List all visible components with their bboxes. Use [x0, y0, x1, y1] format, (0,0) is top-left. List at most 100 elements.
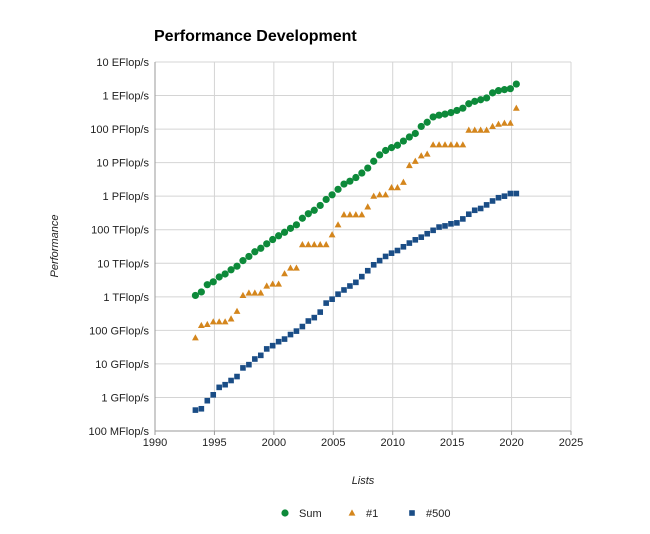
data-point-sum: [203, 281, 211, 289]
data-point-sum: [304, 210, 312, 218]
data-point-1: [281, 270, 288, 277]
legend-label-1: #1: [366, 508, 378, 520]
data-point-500: [257, 352, 264, 359]
data-point-sum: [221, 270, 229, 278]
data-point-1: [447, 141, 455, 148]
data-points: [191, 80, 520, 413]
data-point-1: [400, 178, 407, 185]
data-point-sum: [435, 111, 443, 119]
data-point-sum: [459, 104, 467, 112]
data-point-500: [388, 250, 395, 256]
x-tick-label: 2010: [380, 437, 404, 449]
y-tick-label: 1 TFlop/s: [103, 292, 149, 304]
data-point-500: [400, 243, 407, 250]
data-point-1: [465, 126, 473, 133]
y-axis-label: Performance: [49, 215, 61, 278]
data-point-sum: [346, 177, 354, 185]
data-point-1: [251, 289, 259, 296]
data-point-sum: [381, 146, 390, 155]
data-point-500: [341, 287, 347, 293]
data-point-1: [310, 241, 318, 248]
series-500: [192, 190, 520, 413]
data-point-sum: [227, 266, 235, 274]
data-point-sum: [429, 113, 437, 121]
data-point-500: [317, 309, 324, 315]
data-point-500: [483, 202, 490, 208]
data-point-sum: [494, 87, 503, 95]
data-point-500: [263, 346, 270, 352]
data-point-500: [222, 381, 228, 388]
data-point-500: [204, 397, 211, 404]
data-point-1: [370, 192, 378, 199]
data-point-500: [489, 198, 496, 204]
data-point-1: [275, 280, 283, 287]
data-point-500: [240, 365, 246, 371]
data-point-sum: [488, 89, 497, 97]
data-point-1: [263, 282, 271, 289]
data-point-sum: [453, 106, 461, 115]
data-point-sum: [387, 144, 396, 152]
data-point-1: [197, 321, 205, 329]
data-point-500: [418, 234, 425, 240]
axes: [154, 62, 572, 435]
data-point-500: [370, 262, 377, 268]
data-point-500: [507, 190, 514, 197]
x-tick-label: 1990: [143, 437, 167, 449]
data-point-500: [424, 230, 430, 237]
data-point-1: [411, 157, 419, 164]
legend-marker-500: [409, 510, 415, 516]
data-point-500: [412, 237, 419, 243]
data-point-sum: [506, 85, 514, 93]
data-point-sum: [447, 109, 455, 117]
data-point-1: [192, 334, 199, 341]
y-tick-labels: 10 EFlop/s 1 EFlop/s 100 PFlop/s 10 PFlop/s…: [88, 57, 149, 438]
data-point-sum: [334, 185, 342, 193]
data-point-500: [471, 207, 478, 214]
legend-label-500: #500: [426, 508, 450, 520]
data-point-1: [483, 126, 491, 133]
data-point-sum: [280, 228, 289, 236]
data-point-500: [299, 323, 306, 330]
data-point-sum: [292, 221, 301, 229]
legend-marker-sum: [281, 509, 289, 517]
data-point-sum: [286, 224, 295, 232]
data-point-1: [394, 184, 401, 191]
data-point-1: [245, 289, 253, 296]
data-point-1: [293, 264, 300, 271]
data-point-500: [448, 221, 454, 227]
data-point-sum: [471, 97, 479, 105]
data-point-sum: [500, 86, 509, 94]
data-point-500: [252, 356, 258, 362]
data-point-sum: [512, 80, 520, 88]
data-point-sum: [275, 232, 283, 240]
data-point-500: [329, 296, 335, 302]
data-point-500: [269, 342, 276, 349]
y-tick-label: 100 MFlop/s: [88, 426, 149, 438]
data-point-500: [234, 373, 240, 380]
data-point-sum: [215, 273, 223, 281]
data-point-1: [429, 141, 437, 148]
data-point-1: [316, 241, 324, 248]
data-point-1: [257, 289, 265, 296]
data-point-sum: [263, 240, 271, 248]
data-point-1: [501, 119, 508, 126]
y-tick-label: 10 EFlop/s: [96, 57, 149, 69]
data-point-1: [376, 191, 384, 198]
data-point-500: [293, 328, 300, 334]
data-point-sum: [376, 151, 384, 159]
y-tick-label: 10 PFlop/s: [96, 158, 149, 170]
data-point-1: [435, 141, 443, 148]
data-point-1: [495, 120, 502, 127]
data-point-sum: [364, 164, 372, 172]
legend-label-sum: Sum: [299, 508, 322, 520]
data-point-1: [423, 150, 431, 157]
data-point-500: [465, 211, 472, 218]
data-point-sum: [197, 288, 205, 296]
chart-title: Performance Development: [154, 28, 357, 45]
data-point-1: [382, 191, 389, 198]
data-point-1: [239, 291, 247, 299]
data-point-1: [512, 104, 520, 111]
y-tick-label: 10 GFlop/s: [95, 359, 149, 371]
series-sum: [191, 80, 520, 300]
